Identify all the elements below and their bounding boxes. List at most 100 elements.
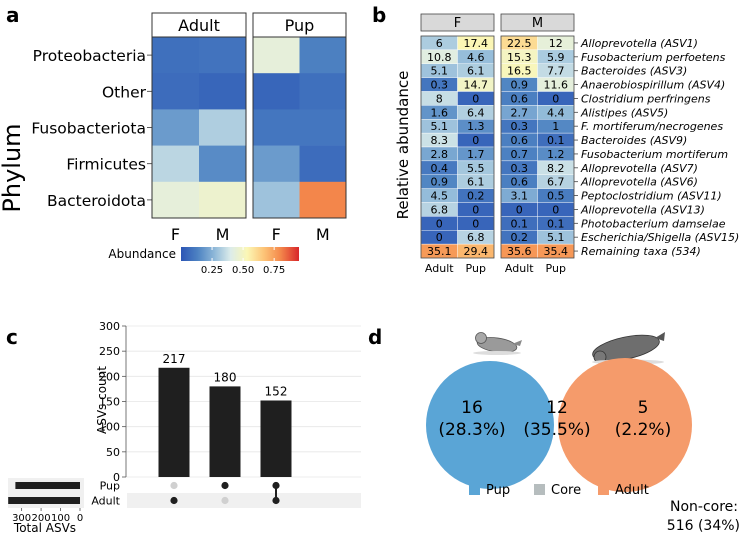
heatmap-b-value-m-adult-6: 0.3 [511, 120, 529, 133]
legend-swatch-core [534, 484, 545, 495]
b-row-label-1: Fusobacterium perfoetens [581, 51, 726, 64]
facet-strip-pup [252, 12, 347, 38]
heatmap-b-value-f-pup-7: 0 [472, 134, 479, 147]
b-row-label-3: Anaerobiospirillum (ASV4) [580, 79, 725, 92]
heatmap-a-cell-pup-m-3 [299, 145, 347, 183]
heatmap-b-value-f-pup-10: 6.1 [467, 176, 485, 189]
facet-label-adult: Adult [178, 16, 220, 35]
facet-strip-m [500, 13, 575, 32]
upset-bar-label-0: 217 [163, 352, 186, 366]
heatmap-b-value-m-pup-9: 8.2 [547, 162, 565, 175]
heatmap-b-value-f-pup-2: 6.1 [467, 65, 485, 78]
heatmap-b-value-f-adult-8: 2.8 [431, 148, 449, 161]
heatmap-b-value-m-pup-15: 35.4 [544, 245, 569, 258]
venn-adult-circle [558, 358, 692, 492]
panel-b-f-border [420, 35, 495, 259]
heatmap-b-value-f-adult-10: 0.9 [431, 176, 449, 189]
set-size-bar-adult [8, 497, 80, 504]
abundance-legend-tick-2: 0.75 [263, 265, 285, 276]
set-label-pup: Pup [100, 480, 120, 493]
heatmap-b-value-m-adult-7: 0.6 [511, 134, 529, 147]
heatmap-b-value-f-adult-0: 6 [436, 37, 443, 50]
venn-core-count: 12 [546, 398, 568, 418]
matrix-dot-1-adult [221, 496, 229, 505]
heatmap-b-value-m-pup-14: 5.1 [547, 231, 565, 244]
noncore-value: 516 (34%) [667, 518, 740, 534]
heatmap-b-value-f-pup-4: 0 [472, 92, 479, 105]
b-row-label-12: Alloprevotella (ASV13) [580, 203, 705, 216]
heatmap-b-value-f-pup-3: 14.7 [464, 79, 489, 92]
heatmap-b-value-m-pup-5: 4.4 [547, 106, 565, 119]
b-row-label-8: Fusobacterium mortiferum [581, 148, 728, 161]
a-row-label-0: Proteobacteria [33, 47, 146, 65]
heatmap-b-value-f-pup-1: 4.6 [467, 51, 485, 64]
heatmap-a-cell-adult-f-4 [152, 181, 200, 219]
panel-a-pup-border [252, 36, 347, 219]
c-ytick-0: 0 [113, 471, 120, 484]
panel-b-column-labels: Adult Pup Adult Pup [425, 262, 566, 275]
heatmap-b-value-m-pup-4: 0 [552, 92, 559, 105]
heatmap-b-value-f-adult-7: 8.3 [431, 134, 449, 147]
c-ytick-4: 200 [99, 370, 120, 383]
legend-swatch-adult [598, 484, 609, 495]
c-ytick-1: 50 [106, 446, 120, 459]
upset-bar-0 [158, 367, 190, 477]
heatmap-b-value-m-adult-13: 0.1 [511, 217, 529, 230]
heatmap-b-value-f-adult-5: 1.6 [431, 106, 449, 119]
panel-d-venn: 16 (28.3%) 12 (35.5%) 5 (2.2%) Pup Core … [426, 332, 740, 534]
venn-pup-percent: (28.3%) [438, 420, 505, 440]
heatmap-b-value-m-pup-2: 7.7 [547, 65, 565, 78]
b-row-label-7: Bacteroides (ASV9) [581, 134, 687, 147]
facet-label-m: M [532, 16, 543, 31]
b-col-label-f-pup: Pup [466, 262, 486, 275]
matrix-row-bg-adult [127, 493, 361, 508]
heatmap-b-value-f-adult-13: 0 [436, 217, 443, 230]
panel-letter-c: c [6, 325, 18, 349]
heatmap-b-value-m-adult-8: 0.7 [511, 148, 529, 161]
heatmap-a-cell-adult-m-1 [199, 73, 247, 110]
heatmap-b-value-m-adult-1: 15.3 [507, 51, 532, 64]
a-row-label-3: Firmicutes [66, 156, 146, 174]
heatmap-b-value-f-pup-15: 29.4 [464, 245, 489, 258]
matrix-row-bg-pup [127, 478, 361, 493]
heatmap-b-value-f-pup-13: 0 [472, 217, 479, 230]
heatmap-b-value-m-adult-3: 0.9 [511, 79, 529, 92]
b-row-label-4: Clostridium perfringens [581, 92, 711, 105]
heatmap-b-value-f-pup-0: 17.4 [464, 37, 489, 50]
panel-b-m-border [500, 35, 575, 259]
heatmap-a-cell-pup-m-0 [299, 37, 347, 74]
heatmap-b-value-f-adult-6: 5.1 [431, 120, 449, 133]
facet-strip-f [420, 13, 495, 32]
set-size-tick-1: 200 [32, 513, 51, 524]
heatmap-b-value-m-pup-10: 6.7 [547, 176, 565, 189]
heatmap-a-cell-pup-m-2 [299, 109, 347, 146]
a-row-label-2: Fusobacteriota [31, 120, 146, 138]
heatmap-a-cell-adult-m-2 [199, 109, 247, 146]
panel-letter-d: d [368, 325, 382, 349]
b-row-label-6: F. mortiferum/necrogenes [581, 120, 723, 133]
venn-pup-circle [426, 361, 554, 489]
heatmap-b-value-f-pup-5: 6.4 [467, 106, 485, 119]
facet-label-f: F [454, 16, 461, 31]
heatmap-a-cell-pup-f-2 [253, 109, 300, 146]
panel-b-heatmap: F M 6 17.4 10.8 4.6 5.1 6.1 0.3 14.7 8 0 1.6 6.4 5.1… [394, 13, 739, 275]
abundance-legend-ticks: 0.25 0.50 0.75 [201, 247, 285, 276]
a-row-label-1: Other [102, 83, 147, 101]
heatmap-a-cell-adult-f-1 [152, 73, 200, 110]
set-size-tick-0: 300 [12, 513, 31, 524]
heatmap-b-value-m-pup-11: 0.5 [547, 190, 565, 203]
heatmap-b-value-m-adult-15: 35.6 [507, 245, 532, 258]
b-row-label-9: Alloprevotella (ASV7) [580, 162, 698, 175]
heatmap-b-value-f-adult-3: 0.3 [431, 79, 449, 92]
panel-c-ylabel: ASVs count [95, 366, 109, 434]
panel-a-ylabel: Phylum [0, 123, 26, 212]
heatmap-b-value-m-adult-2: 16.5 [507, 65, 532, 78]
heatmap-b-value-f-pup-8: 1.7 [467, 148, 485, 161]
matrix-dot-0-pup [170, 481, 178, 490]
c-ytick-3: 150 [99, 396, 120, 409]
panel-c-set-labels: Pup Adult [91, 480, 120, 508]
b-row-label-13: Photobacterium damselae [581, 217, 726, 230]
heatmap-b-value-f-pup-14: 6.8 [467, 231, 485, 244]
c-ytick-2: 100 [99, 421, 120, 434]
